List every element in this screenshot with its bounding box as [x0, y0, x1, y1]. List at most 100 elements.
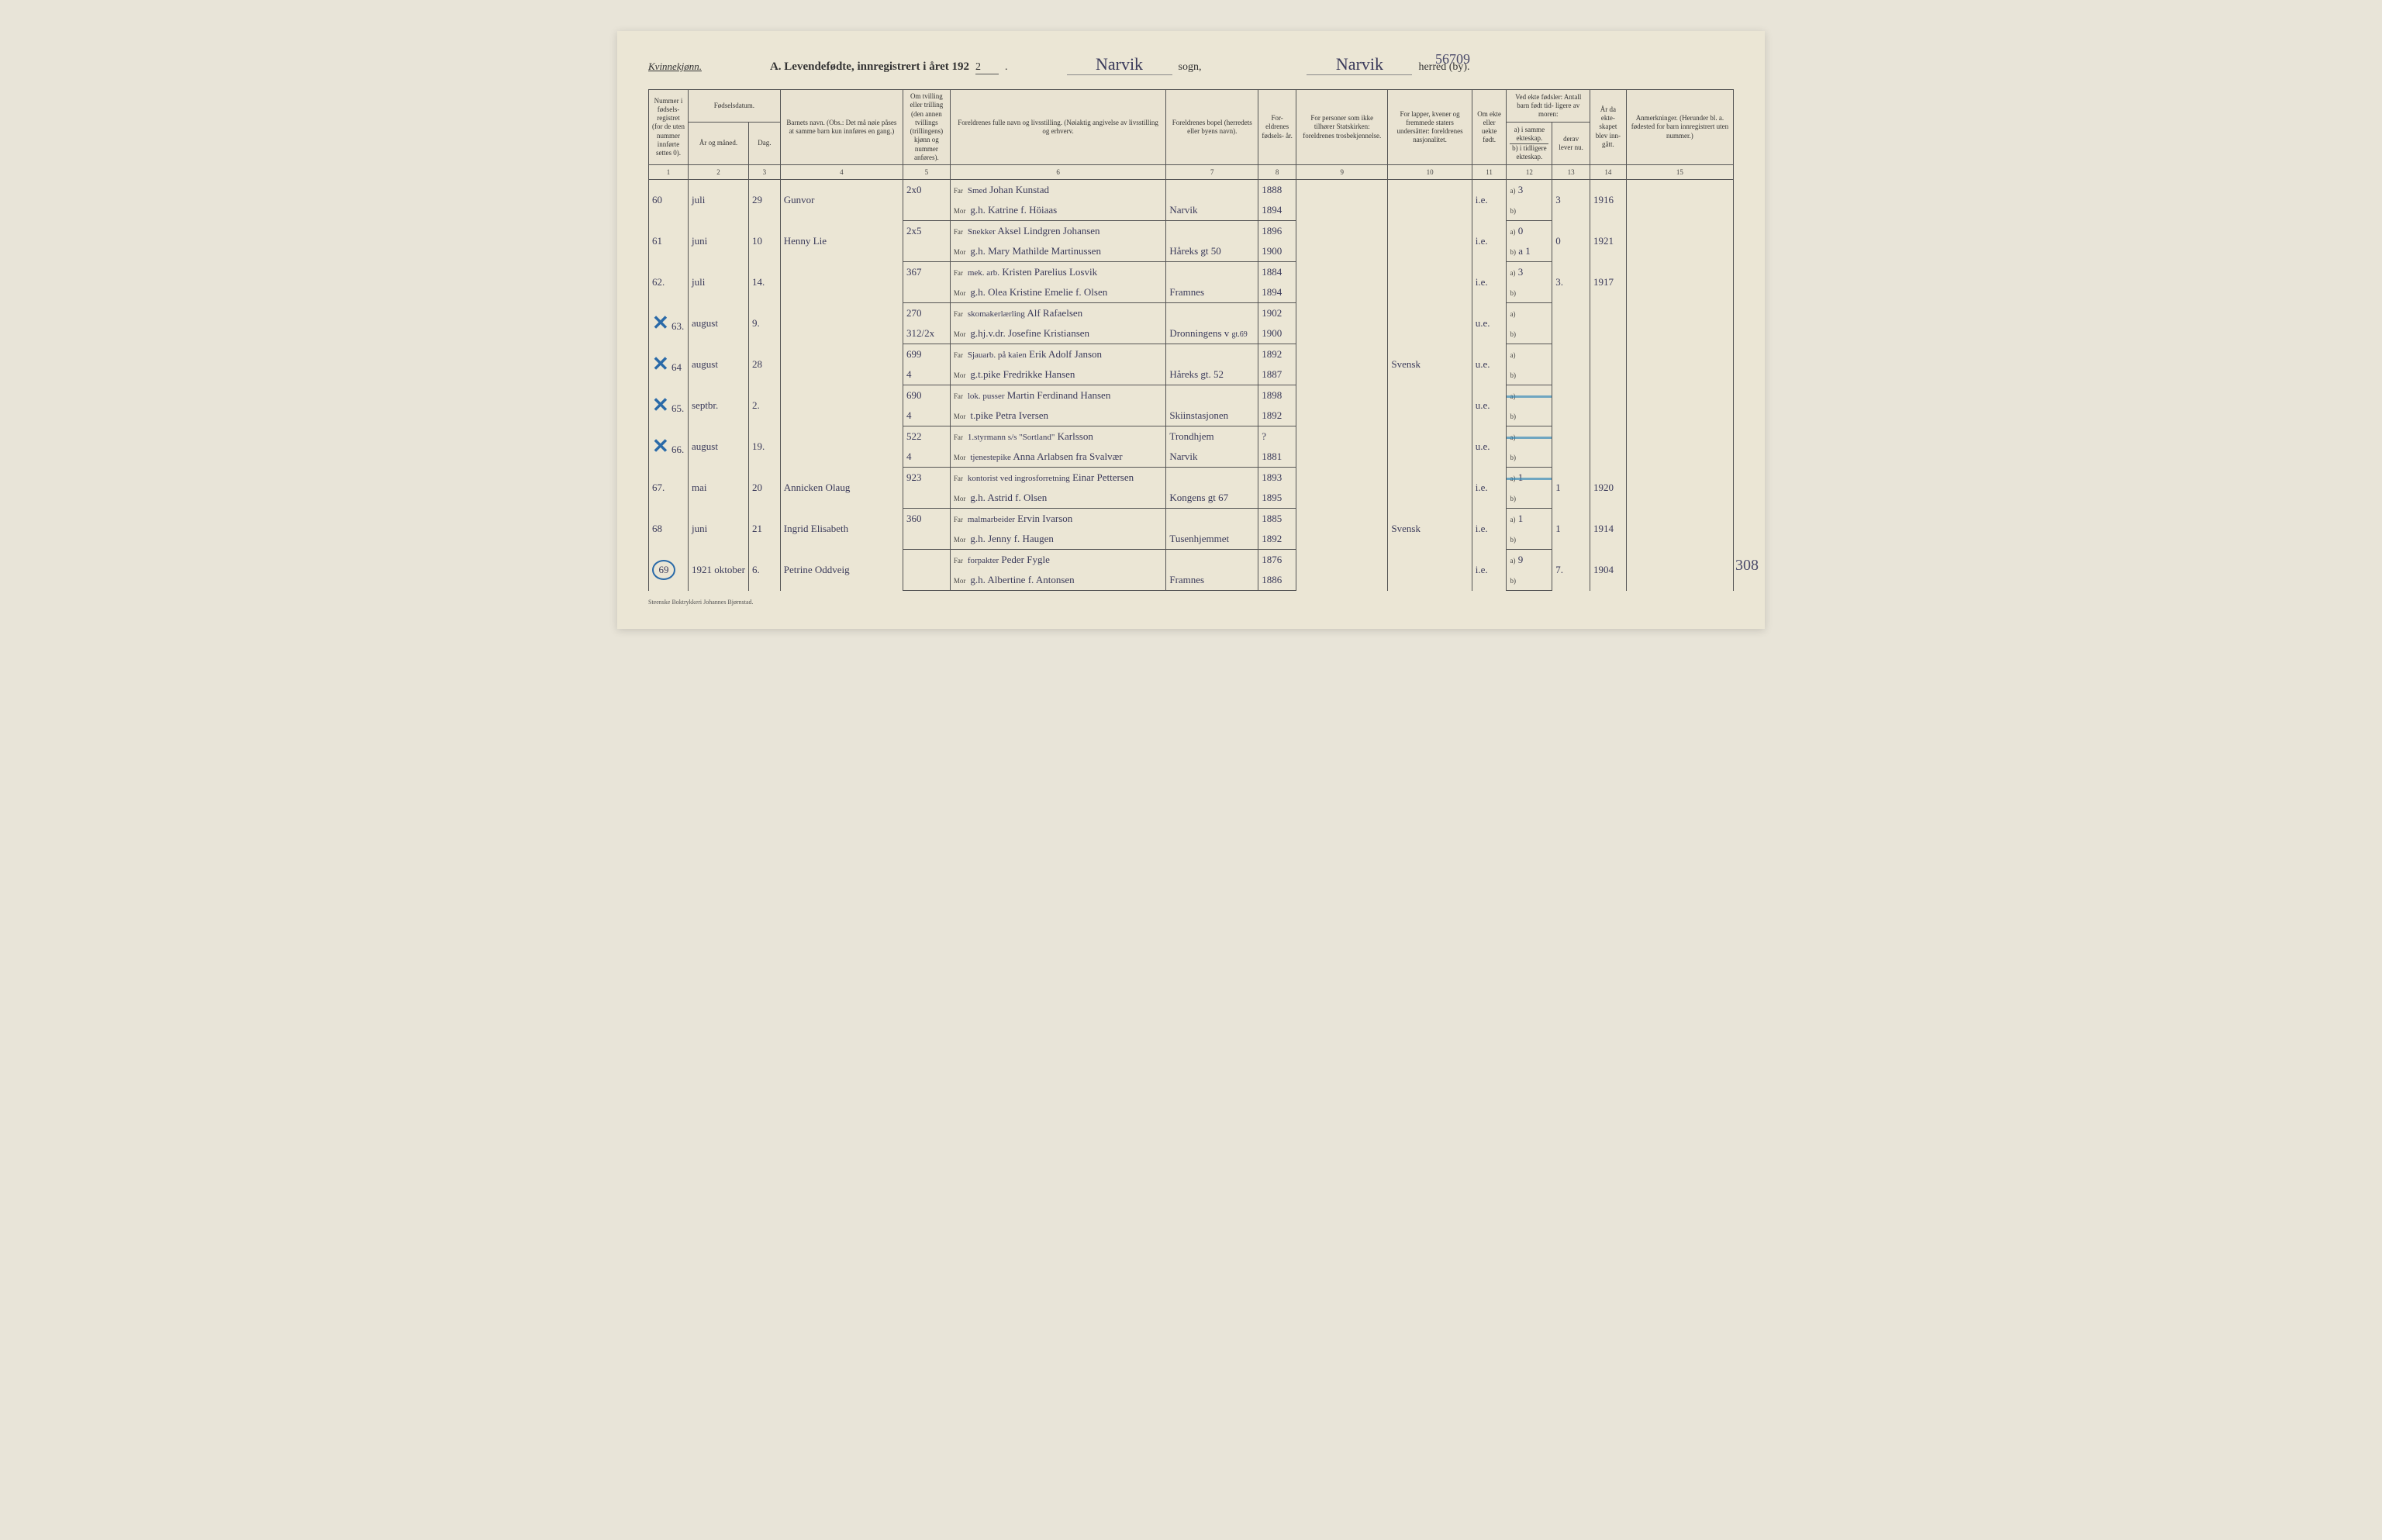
cell-twin2: 4	[903, 364, 950, 385]
cell-father: Farmek. arb. Kristen Parelius Losvik	[950, 262, 1166, 283]
cell-13: 1	[1552, 468, 1590, 509]
record-row-father: ✕ 63.august9.270Farskomakerlærling Alf R…	[649, 303, 1734, 324]
cell-mother: Morg.t.pike Fredrikke Hansen	[950, 364, 1166, 385]
cell-14: 1914	[1590, 509, 1627, 550]
cell-12b: b)	[1507, 529, 1552, 550]
cell-12b: b)	[1507, 447, 1552, 468]
cell-nat	[1388, 262, 1472, 303]
col-14-header: År da ekte- skapet blev inn- gått.	[1590, 90, 1627, 165]
cell-12b: b)	[1507, 364, 1552, 385]
cell-ekte: i.e.	[1472, 509, 1507, 550]
cell-mother: Morg.h. Olea Kristine Emelie f. Olsen	[950, 282, 1166, 303]
cell-ekte: i.e.	[1472, 550, 1507, 591]
table-header: Nummer i fødsels- registret (for de uten…	[649, 90, 1734, 165]
cell-twin2: 4	[903, 406, 950, 426]
cell-bopel: Tusenhjemmet	[1166, 529, 1258, 550]
cell-nat: Svensk	[1388, 344, 1472, 385]
cell-month: juli	[688, 262, 748, 303]
col-1213-group: Ved ekte fødsler: Antall barn født tid- …	[1507, 90, 1590, 123]
cell-13: 3	[1552, 180, 1590, 221]
cell-rem	[1626, 303, 1733, 344]
cell-child: Gunvor	[780, 180, 903, 221]
cell-14: 1917	[1590, 262, 1627, 303]
cell-rel	[1296, 468, 1388, 509]
cell-nat	[1388, 303, 1472, 344]
cell-mother: Morg.h. Mary Mathilde Martinussen	[950, 241, 1166, 262]
cell-nat: Svensk	[1388, 509, 1472, 550]
cell-bopel-far	[1166, 468, 1258, 489]
cell-month: mai	[688, 468, 748, 509]
cell-13	[1552, 385, 1590, 426]
cell-twin: 699	[903, 344, 950, 365]
cell-day: 2.	[748, 385, 780, 426]
cell-twin	[903, 550, 950, 571]
reference-number: 56709	[1435, 51, 1470, 67]
cell-13	[1552, 426, 1590, 468]
cell-num: 60	[649, 180, 689, 221]
col-9-header: For personer som ikke tilhører Statskirk…	[1296, 90, 1388, 165]
cell-13: 0	[1552, 221, 1590, 262]
cell-mor-year: 1892	[1258, 529, 1296, 550]
cell-ekte: u.e.	[1472, 426, 1507, 468]
cell-rel	[1296, 180, 1388, 221]
cell-month: 1921 oktober	[688, 550, 748, 591]
cell-rel	[1296, 344, 1388, 385]
cell-rel	[1296, 509, 1388, 550]
cell-12b: b) a 1	[1507, 241, 1552, 262]
birth-register-table: Nummer i fødsels- registret (for de uten…	[648, 89, 1734, 591]
cell-far-year: 1888	[1258, 180, 1296, 201]
colnum: 6	[950, 165, 1166, 180]
cell-13	[1552, 303, 1590, 344]
cell-twin: 2x5	[903, 221, 950, 242]
cell-mor-year: 1900	[1258, 241, 1296, 262]
cell-bopel-far	[1166, 344, 1258, 365]
cell-ekte: u.e.	[1472, 344, 1507, 385]
cell-12a: a)	[1507, 385, 1552, 406]
cell-13: 3.	[1552, 262, 1590, 303]
cell-14	[1590, 303, 1627, 344]
cell-rem	[1626, 262, 1733, 303]
cell-father: Farlok. pusser Martin Ferdinand Hansen	[950, 385, 1166, 406]
cell-twin2: 4	[903, 447, 950, 468]
cell-rel	[1296, 385, 1388, 426]
cell-12b: b)	[1507, 282, 1552, 303]
cell-twin2	[903, 570, 950, 591]
colnum: 7	[1166, 165, 1258, 180]
cell-twin: 522	[903, 426, 950, 447]
cell-nat	[1388, 180, 1472, 221]
cell-day: 9.	[748, 303, 780, 344]
cell-father: Farmalmarbeider Ervin Ivarson	[950, 509, 1166, 530]
cell-bopel-far	[1166, 262, 1258, 283]
cell-mor-year: 1892	[1258, 406, 1296, 426]
cell-13: 7.	[1552, 550, 1590, 591]
col-12-header: a) i samme ekteskap. b) i tidligere ekte…	[1507, 123, 1552, 165]
cell-twin: 690	[903, 385, 950, 406]
cell-12b: b)	[1507, 323, 1552, 344]
record-row-father: 60juli29Gunvor2x0FarSmed Johan Kunstad18…	[649, 180, 1734, 201]
cell-twin2	[903, 488, 950, 509]
cell-twin: 360	[903, 509, 950, 530]
cell-day: 10	[748, 221, 780, 262]
cell-twin2	[903, 200, 950, 221]
cell-14: 1904	[1590, 550, 1627, 591]
col-8-header: For- eldrenes fødsels- år.	[1258, 90, 1296, 165]
cell-ekte: i.e.	[1472, 468, 1507, 509]
cell-num: ✕ 65.	[649, 385, 689, 426]
cell-num: ✕ 63.	[649, 303, 689, 344]
cell-mor-year: 1887	[1258, 364, 1296, 385]
cell-12a: a) 1	[1507, 509, 1552, 530]
record-row-father: ✕ 66.august19.522Far1.styrmann s/s "Sort…	[649, 426, 1734, 447]
cell-rem	[1626, 550, 1733, 591]
cell-child: Petrine Oddveig	[780, 550, 903, 591]
cell-day: 21	[748, 509, 780, 550]
cell-13: 1	[1552, 509, 1590, 550]
colnum: 4	[780, 165, 903, 180]
register-page: 56709 Kvinnekjønn. A. Levendefødte, innr…	[617, 31, 1765, 629]
cell-ekte: i.e.	[1472, 180, 1507, 221]
cell-child	[780, 262, 903, 303]
record-row-father: 62.juli14.367Farmek. arb. Kristen Pareli…	[649, 262, 1734, 283]
cell-twin: 270	[903, 303, 950, 324]
cell-12a: a) 1	[1507, 468, 1552, 489]
cell-bopel-far	[1166, 550, 1258, 571]
year-suffix: 2	[975, 61, 999, 74]
